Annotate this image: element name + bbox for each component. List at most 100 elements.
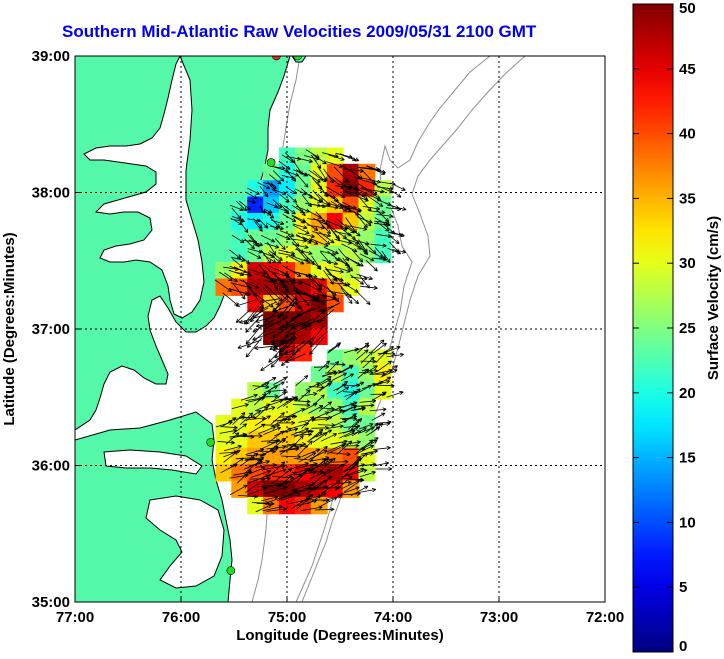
velocity-arrow-northern-34-2 xyxy=(293,224,310,235)
velocity-arrow-northern-30-3 xyxy=(232,215,246,223)
velocity-cell-northern-8 xyxy=(326,163,344,182)
velocity-arrow-northern-83-3 xyxy=(321,302,341,314)
velocity-arrow-southern-29-3 xyxy=(270,412,285,425)
velocity-arrow-northern-11-0 xyxy=(257,182,271,190)
velocity-arrow-northern-59-0 xyxy=(391,249,407,254)
velocity-arrow-southern-38-3 xyxy=(263,426,282,435)
velocity-cell-northern-91 xyxy=(310,327,328,345)
velocity-arrow-southern-6-1 xyxy=(340,373,354,382)
velocity-arrow-northern-81-2 xyxy=(279,298,296,317)
velocity-arrow-southern-50-3 xyxy=(279,446,299,453)
velocity-arrow-northern-86-3 xyxy=(272,322,294,339)
velocity-arrow-southern-73-3 xyxy=(356,488,377,494)
velocity-arrow-southern-12-2 xyxy=(316,378,332,388)
velocity-vectors xyxy=(214,149,407,513)
chesapeake-bay xyxy=(83,56,205,319)
velocity-cell-southern-7 xyxy=(358,365,376,384)
velocity-arrow-southern-72-2 xyxy=(334,475,353,492)
velocity-cell-northern-7 xyxy=(310,163,328,182)
velocity-arrow-northern-6-0 xyxy=(297,175,309,188)
velocity-arrow-northern-11-3 xyxy=(259,185,269,198)
velocity-arrow-northern-10-2 xyxy=(360,168,376,185)
velocity-arrow-southern-54-3 xyxy=(356,439,374,454)
velocity-arrow-southern-71-2 xyxy=(311,476,333,489)
velocity-arrow-southern-78-2 xyxy=(314,507,335,512)
velocity-arrow-southern-65-3 xyxy=(359,470,376,478)
velocity-arrow-southern-45-1 xyxy=(365,423,379,434)
velocity-arrow-northern-50-3 xyxy=(229,249,242,259)
velocity-arrow-southern-57-0 xyxy=(241,452,259,466)
velocity-cell-northern-22 xyxy=(263,196,280,214)
velocity-arrow-southern-5-3 xyxy=(325,369,343,374)
velocity-arrow-northern-57-3 xyxy=(348,258,364,267)
velocity-arrow-northern-76-2 xyxy=(340,287,353,305)
velocity-arrow-northern-69-3 xyxy=(232,282,246,300)
velocity-arrow-northern-4-3 xyxy=(269,174,282,185)
velocity-arrow-northern-66-2 xyxy=(310,275,323,291)
velocity-arrow-northern-3-2 xyxy=(326,161,344,168)
velocity-arrow-southern-53-3 xyxy=(336,440,353,455)
velocity-arrow-southern-64-2 xyxy=(343,456,361,473)
velocity-cell-southern-0 xyxy=(326,349,344,367)
velocity-arrow-northern-19-3 xyxy=(376,186,394,191)
velocity-arrow-northern-20-2 xyxy=(235,200,247,212)
velocity-arrow-southern-38-1 xyxy=(248,423,266,435)
velocity-cell-northern-19 xyxy=(374,180,392,198)
velocity-arrow-southern-13-1 xyxy=(336,386,350,395)
velocity-arrow-southern-49-1 xyxy=(266,445,287,450)
velocity-arrow-northern-48-2 xyxy=(358,239,368,253)
velocity-arrow-northern-22-1 xyxy=(264,210,275,219)
velocity-arrow-northern-92-2 xyxy=(254,345,278,350)
velocity-arrow-southern-65-1 xyxy=(375,466,393,472)
velocity-cell-southern-6 xyxy=(342,365,360,384)
velocity-arrow-southern-27-2 xyxy=(232,412,246,425)
velocity-arrow-northern-55-1 xyxy=(323,246,339,255)
velocity-arrow-northern-10-1 xyxy=(366,165,386,175)
velocity-arrow-southern-66-1 xyxy=(229,484,248,496)
velocity-arrow-northern-57-0 xyxy=(351,249,364,263)
velocity-arrow-northern-25-1 xyxy=(313,198,330,207)
velocity-arrow-southern-20-1 xyxy=(276,398,292,410)
velocity-arrow-northern-72-2 xyxy=(263,279,287,288)
velocity-cell-northern-42 xyxy=(263,229,280,247)
velocity-cell-southern-17 xyxy=(231,398,249,416)
velocity-arrow-northern-27-3 xyxy=(353,210,368,229)
velocity-arrow-southern-51-1 xyxy=(298,452,317,463)
velocity-arrow-southern-8-1 xyxy=(376,360,392,373)
velocity-arrow-southern-62-3 xyxy=(309,468,332,480)
velocity-arrow-northern-49-2 xyxy=(388,232,403,237)
velocity-arrow-northern-61-3 xyxy=(248,269,267,276)
velocity-arrow-northern-71-2 xyxy=(249,287,264,309)
velocity-arrow-southern-9-3 xyxy=(252,384,270,389)
velocity-arrow-southern-19-1 xyxy=(271,391,287,403)
velocity-cell-southern-24 xyxy=(342,398,360,416)
velocity-arrow-northern-13-3 xyxy=(286,193,298,203)
velocity-arrow-southern-57-3 xyxy=(245,467,266,476)
velocity-arrow-northern-41-0 xyxy=(264,242,280,249)
velocity-arrow-northern-88-1 xyxy=(237,339,262,349)
velocity-arrow-northern-12-3 xyxy=(266,181,277,189)
velocity-arrow-southern-72-1 xyxy=(328,480,352,485)
velocity-arrow-southern-40-3 xyxy=(290,427,309,436)
x-tick-label-5: 72:00 xyxy=(586,609,624,626)
velocity-arrow-southern-13-3 xyxy=(333,383,347,392)
pamlico-sound xyxy=(145,495,225,589)
velocity-arrow-northern-50-1 xyxy=(231,256,246,262)
velocity-arrow-southern-18-3 xyxy=(253,393,267,406)
velocity-arrow-northern-59-1 xyxy=(372,257,388,262)
velocity-cell-northern-21 xyxy=(247,196,265,214)
velocity-arrow-northern-32-0 xyxy=(270,217,281,228)
velocity-arrow-northern-93-2 xyxy=(274,349,296,359)
velocity-arrow-northern-88-3 xyxy=(246,330,266,348)
velocity-arrow-southern-2-3 xyxy=(360,351,373,364)
velocity-arrow-northern-31-2 xyxy=(254,221,263,232)
velocity-arrow-southern-48-0 xyxy=(260,440,279,450)
velocity-arrow-southern-9-2 xyxy=(261,394,279,399)
velocity-arrow-northern-6-2 xyxy=(307,173,321,183)
velocity-arrow-northern-39-0 xyxy=(376,221,390,232)
velocity-arrow-southern-16-2 xyxy=(386,390,404,398)
velocity-arrow-northern-10-3 xyxy=(359,166,380,172)
velocity-arrow-northern-5-3 xyxy=(281,175,296,180)
velocity-arrow-southern-68-0 xyxy=(271,468,293,484)
velocity-arrow-southern-52-3 xyxy=(309,450,328,460)
